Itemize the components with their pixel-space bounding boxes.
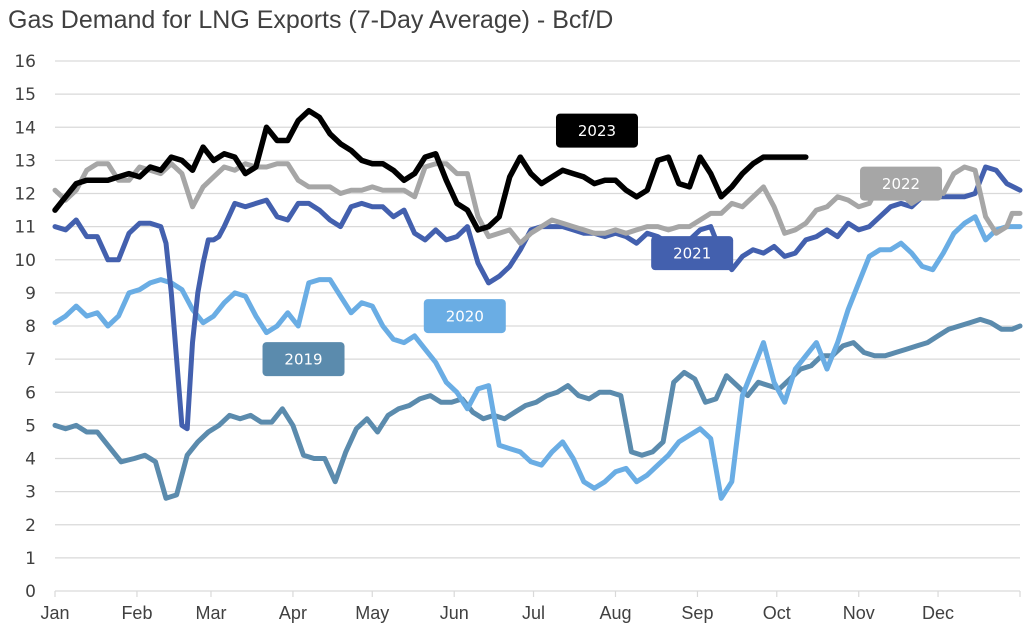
series-label-text: 2021 bbox=[673, 245, 711, 263]
x-tick-label: Oct bbox=[763, 603, 791, 623]
series-label-box bbox=[651, 236, 734, 271]
x-axis: Jan Feb Mar Apr May Jun Jul Aug Sep Oct Nov Dec bbox=[40, 590, 1021, 623]
x-tick-label: Dec bbox=[922, 603, 954, 623]
series-line-2019 bbox=[52, 316, 1023, 501]
series-label-2021: 2021 bbox=[651, 236, 734, 271]
series-label-box bbox=[860, 166, 943, 201]
series-label-box bbox=[262, 342, 345, 377]
series-line-2022 bbox=[52, 161, 1023, 246]
series-label-box bbox=[423, 299, 506, 334]
series-label-box bbox=[555, 113, 638, 148]
y-tick-label: 6 bbox=[25, 383, 36, 403]
y-tick-label: 4 bbox=[25, 450, 36, 470]
x-tick-label: Mar bbox=[195, 603, 226, 623]
y-tick-label: 8 bbox=[25, 317, 36, 337]
y-tick-label: 15 bbox=[14, 85, 36, 105]
y-tick-label: 2 bbox=[25, 516, 36, 536]
y-tick-label: 16 bbox=[14, 52, 36, 72]
series-label-text: 2023 bbox=[578, 122, 616, 140]
x-tick-label: Feb bbox=[121, 603, 152, 623]
series-label-2020: 2020 bbox=[423, 299, 506, 334]
y-tick-label: 0 bbox=[25, 582, 36, 602]
series-line-2021 bbox=[52, 164, 1023, 432]
x-tick-label: Jan bbox=[40, 603, 69, 623]
gridlines bbox=[55, 60, 1020, 559]
series-label-text: 2019 bbox=[284, 351, 322, 369]
series-lines bbox=[52, 107, 1023, 501]
y-tick-label: 1 bbox=[25, 549, 36, 569]
x-tick-label: Nov bbox=[843, 603, 875, 623]
y-tick-label: 5 bbox=[25, 416, 36, 436]
y-tick-label: 10 bbox=[14, 251, 36, 271]
y-tick-label: 12 bbox=[14, 185, 36, 205]
series-label-2023: 2023 bbox=[555, 113, 638, 148]
y-tick-label: 13 bbox=[14, 151, 36, 171]
y-tick-label: 3 bbox=[25, 483, 36, 503]
x-tick-label: Aug bbox=[599, 603, 631, 623]
x-tick-label: May bbox=[355, 603, 389, 623]
series-labels: 2023 2022 2021 2020 2019 bbox=[262, 113, 943, 377]
y-tick-label: 7 bbox=[25, 350, 36, 370]
series-line-2020 bbox=[52, 214, 1023, 501]
x-tick-label: Jul bbox=[522, 603, 545, 623]
series-label-text: 2022 bbox=[882, 175, 920, 193]
series-label-text: 2020 bbox=[446, 308, 484, 326]
x-tick-label: Sep bbox=[681, 603, 713, 623]
y-tick-label: 9 bbox=[25, 284, 36, 304]
chart-title: Gas Demand for LNG Exports (7-Day Averag… bbox=[8, 6, 614, 34]
x-tick-label: Apr bbox=[279, 603, 307, 623]
series-label-2019: 2019 bbox=[262, 342, 345, 377]
series-line-2023 bbox=[52, 107, 809, 233]
x-tick-label: Jun bbox=[440, 603, 469, 623]
series-label-2022: 2022 bbox=[860, 166, 943, 201]
y-tick-label: 11 bbox=[14, 218, 36, 238]
y-tick-label: 14 bbox=[14, 118, 36, 138]
